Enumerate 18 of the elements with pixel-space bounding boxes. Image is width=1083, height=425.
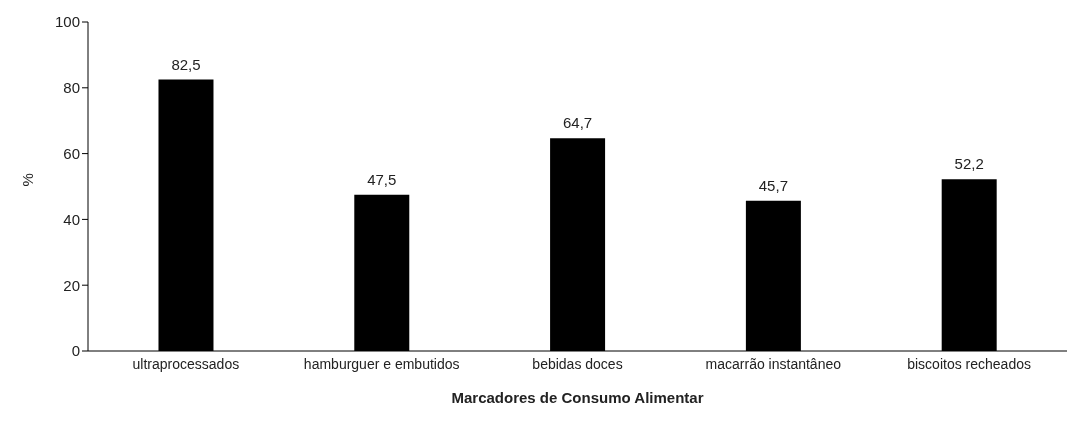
x-tick-label: hamburguer e embutidos <box>303 355 460 372</box>
x-axis-title: Marcadores de Consumo Alimentar <box>451 389 704 406</box>
data-label: 82,5 <box>171 55 201 73</box>
data-label: 64,7 <box>562 114 593 132</box>
data-label: 52,2 <box>954 155 984 173</box>
y-tick-label: 20 <box>63 276 80 294</box>
x-tick-label: bebidas doces <box>532 355 623 372</box>
y-tick-label: 40 <box>63 210 80 228</box>
data-label: 47,5 <box>367 170 397 188</box>
data-label: 45,7 <box>758 176 788 194</box>
y-tick-label: 80 <box>63 79 80 97</box>
x-tick-label: biscoitos recheados <box>907 355 1031 372</box>
x-tick-label: macarrão instantâneo <box>705 355 842 372</box>
x-tick-label: ultraprocessados <box>132 355 240 372</box>
y-axis-title: % <box>19 173 37 187</box>
y-tick-label: 100 <box>54 13 80 31</box>
y-tick-label: 60 <box>63 144 80 162</box>
y-tick-label: 0 <box>71 342 80 360</box>
